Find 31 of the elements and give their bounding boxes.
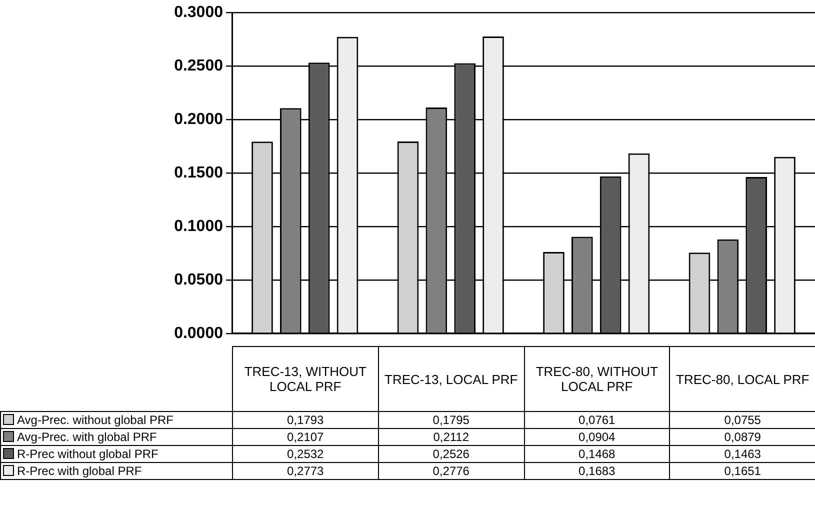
y-tick-label: 0.1500 — [174, 164, 224, 182]
data-label: 0,1795 — [378, 412, 524, 428]
legend-label: Avg-Prec. without global PRF — [0, 412, 232, 428]
data-label: 0,1468 — [524, 446, 670, 462]
data-label: 0,0755 — [670, 412, 815, 428]
y-tick-label: 0.0000 — [174, 324, 224, 342]
legend-label: R-Prec with global PRF — [0, 462, 232, 480]
data-label: 0,1651 — [670, 462, 815, 480]
data-label: 0,2776 — [378, 462, 524, 480]
x-tick-label: TREC-13, LOCAL PRF — [378, 346, 524, 412]
y-tick-label: 0.3000 — [174, 4, 224, 22]
data-label: 0,1793 — [232, 412, 378, 428]
data-label: 0,1463 — [670, 446, 815, 462]
y-tick-label: 0.0500 — [174, 271, 224, 288]
y-tick-label: 0.2000 — [174, 110, 224, 128]
data-label: 0,0904 — [524, 428, 670, 446]
y-tick-label: 0.2500 — [174, 57, 224, 74]
data-label: 0,2107 — [232, 428, 378, 446]
x-tick-label: TREC-80, LOCAL PRF — [670, 346, 815, 412]
data-label: 0,0761 — [524, 412, 670, 428]
data-label: 0,2526 — [378, 446, 524, 462]
data-label: 0,1683 — [524, 462, 670, 480]
y-tick-label: 0.1000 — [174, 218, 224, 235]
data-label: 0,2112 — [378, 428, 524, 446]
data-label: 0,2773 — [232, 462, 378, 480]
legend-label: Avg-Prec. with global PRF — [0, 428, 232, 446]
legend-label: R-Prec without global PRF — [0, 446, 232, 462]
x-tick-label: TREC-80, WITHOUT LOCAL PRF — [524, 346, 670, 412]
data-label: 0,0879 — [670, 428, 815, 446]
data-label: 0,2532 — [232, 446, 378, 462]
x-tick-label: TREC-13, WITHOUT LOCAL PRF — [232, 346, 378, 412]
